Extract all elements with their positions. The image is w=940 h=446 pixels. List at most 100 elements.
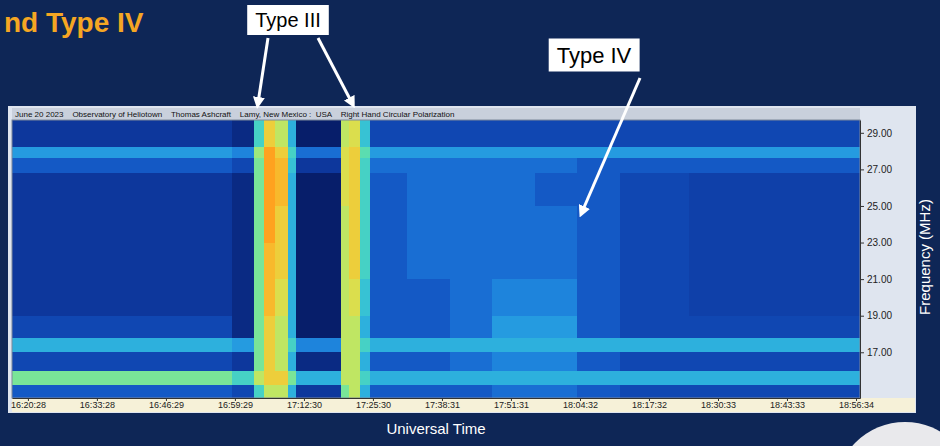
heat-cell xyxy=(620,385,689,398)
heat-cell xyxy=(349,316,360,338)
annotation-arrow xyxy=(582,78,640,212)
heat-cell xyxy=(296,385,341,398)
heat-cell xyxy=(341,279,349,316)
heat-cell xyxy=(275,206,288,243)
heat-cell xyxy=(370,158,407,173)
heat-cell xyxy=(341,173,349,206)
header-strip xyxy=(12,108,860,120)
heat-cell xyxy=(407,120,449,147)
heat-cell xyxy=(288,147,296,158)
heat-cell xyxy=(12,385,132,398)
heat-cell xyxy=(254,147,265,158)
heat-cell xyxy=(535,120,577,147)
heat-cell xyxy=(620,371,689,386)
heat-cell xyxy=(288,173,296,206)
heat-cell xyxy=(577,385,619,398)
heat-cell xyxy=(407,316,449,338)
heat-cell xyxy=(620,243,689,280)
heat-cell xyxy=(275,173,288,206)
heat-cell xyxy=(492,206,534,243)
heat-cell xyxy=(296,206,341,243)
heat-cell xyxy=(535,243,577,280)
heat-cell xyxy=(132,385,233,398)
x-tick: 18:04:32 xyxy=(563,398,598,410)
heat-cell xyxy=(492,279,534,316)
heat-cell xyxy=(360,279,371,316)
heat-cell xyxy=(360,352,371,370)
heat-cell xyxy=(370,147,407,158)
heat-cell xyxy=(132,352,233,370)
x-tick: 18:56:34 xyxy=(839,398,874,410)
heat-cell xyxy=(254,243,265,280)
heat-cell xyxy=(535,352,577,370)
heat-cell xyxy=(360,147,371,158)
heat-cell xyxy=(275,147,288,158)
heat-cell xyxy=(360,316,371,338)
y-tick: 17.00 xyxy=(860,347,892,358)
heat-cell xyxy=(689,316,860,338)
heat-cell xyxy=(407,147,449,158)
heat-cell xyxy=(264,279,275,316)
heat-cell xyxy=(132,206,233,243)
heat-cell xyxy=(275,338,288,353)
y-tick-label: 17.00 xyxy=(867,347,892,358)
heat-cell xyxy=(341,385,349,398)
heat-cell xyxy=(360,173,371,206)
heat-cell xyxy=(492,338,534,353)
x-tick-label: 18:43:33 xyxy=(770,400,805,410)
heat-cell xyxy=(450,316,492,338)
heat-cell xyxy=(689,385,860,398)
heat-cell xyxy=(296,338,341,353)
heat-cell xyxy=(492,173,534,206)
heat-cell xyxy=(620,279,689,316)
heat-cell xyxy=(370,120,407,147)
heat-cell xyxy=(254,352,265,370)
heat-cell xyxy=(450,352,492,370)
heat-cell xyxy=(341,338,349,353)
heat-cell xyxy=(254,158,265,173)
heat-cell xyxy=(264,385,275,398)
heat-cell xyxy=(360,158,371,173)
annotation: Type III xyxy=(247,5,352,103)
heat-cell xyxy=(407,206,449,243)
heat-cell xyxy=(360,338,371,353)
heat-cell xyxy=(450,338,492,353)
subtitle: June 20 2023 Observatory of Heliotown Th… xyxy=(15,110,454,119)
heat-cell xyxy=(407,173,449,206)
heat-cell xyxy=(232,206,253,243)
heat-cell xyxy=(492,147,534,158)
x-tick-label: 16:20:28 xyxy=(11,400,46,410)
heat-cell xyxy=(689,279,860,316)
heat-cell xyxy=(370,243,407,280)
heat-cell xyxy=(232,120,253,147)
y-tick: 25.00 xyxy=(860,201,892,212)
heat-cell xyxy=(341,158,349,173)
heat-cell xyxy=(370,371,407,386)
heat-cell xyxy=(620,147,689,158)
heat-cell xyxy=(492,316,534,338)
heat-cell xyxy=(288,338,296,353)
heat-cell xyxy=(288,352,296,370)
heat-cell xyxy=(275,371,288,386)
heat-cell xyxy=(275,158,288,173)
heat-cell xyxy=(275,120,288,147)
heat-cell xyxy=(254,371,265,386)
heat-cell xyxy=(450,120,492,147)
y-tick-label: 27.00 xyxy=(867,164,892,175)
heat-cell xyxy=(132,338,233,353)
y-tick-label: 25.00 xyxy=(867,201,892,212)
x-tick: 16:33:28 xyxy=(80,398,115,410)
heat-cell xyxy=(254,338,265,353)
heat-cell xyxy=(407,338,449,353)
chart-svg: 16:20:2816:33:2816:46:2916:59:2917:12:30… xyxy=(0,0,940,446)
heat-cell xyxy=(349,385,360,398)
heat-cell xyxy=(535,385,577,398)
heat-cell xyxy=(341,120,349,147)
heat-cell xyxy=(349,352,360,370)
heat-cell xyxy=(232,279,253,316)
heat-cell xyxy=(450,243,492,280)
heat-cell xyxy=(349,173,360,206)
heatmap-cells xyxy=(12,120,860,398)
y-tick-label: 21.00 xyxy=(867,274,892,285)
annotation: Type IV xyxy=(549,39,640,213)
